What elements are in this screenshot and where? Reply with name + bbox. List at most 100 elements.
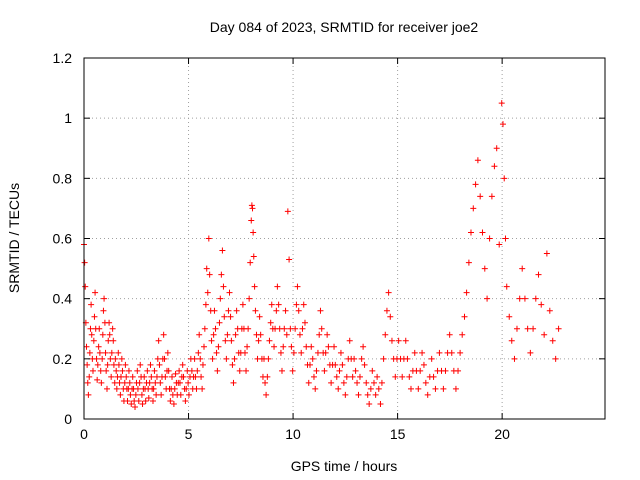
data-point: [116, 379, 123, 386]
data-point: [501, 175, 508, 182]
data-point: [395, 337, 402, 344]
x-tick-label: 10: [285, 426, 301, 442]
data-point: [117, 391, 124, 398]
x-axis-title: GPS time / hours: [291, 458, 398, 474]
grid-lines: [84, 58, 605, 419]
data-point: [94, 361, 101, 368]
data-point: [361, 361, 368, 368]
data-point: [532, 295, 539, 302]
data-point: [335, 385, 342, 392]
data-point: [465, 259, 472, 266]
y-tick-label: 0.6: [53, 231, 73, 247]
data-point: [206, 271, 213, 278]
data-point: [477, 193, 484, 200]
y-tick-label: 0: [64, 411, 72, 427]
data-point: [275, 301, 282, 308]
data-point: [158, 391, 165, 398]
data-point: [328, 379, 335, 386]
data-point: [296, 331, 303, 338]
data-point: [220, 283, 227, 290]
data-point: [202, 301, 209, 308]
data-point: [283, 331, 290, 338]
data-point: [530, 325, 537, 332]
data-point: [156, 361, 163, 368]
data-point: [472, 181, 479, 188]
data-point: [155, 337, 162, 344]
data-point: [194, 367, 201, 374]
data-point: [180, 373, 187, 380]
data-point: [513, 325, 520, 332]
data-point: [85, 391, 92, 398]
data-point: [419, 349, 426, 356]
data-point: [141, 373, 148, 380]
data-point: [217, 295, 224, 302]
data-point: [134, 385, 141, 392]
data-point: [157, 379, 164, 386]
data-point: [195, 349, 202, 356]
data-point: [479, 229, 486, 236]
data-point: [247, 259, 254, 266]
data-point: [89, 367, 96, 374]
data-point: [422, 379, 429, 386]
data-point: [298, 349, 305, 356]
data-point: [251, 283, 258, 290]
data-point: [88, 301, 95, 308]
data-point: [239, 301, 246, 308]
data-point: [446, 331, 453, 338]
data-point: [313, 367, 320, 374]
data-point: [176, 379, 183, 386]
data-point: [125, 367, 132, 374]
data-point: [372, 391, 379, 398]
data-point: [442, 367, 449, 374]
data-point: [82, 283, 89, 290]
data-point: [204, 289, 211, 296]
x-tick-label: 15: [390, 426, 406, 442]
data-point: [165, 367, 172, 374]
data-point: [196, 331, 203, 338]
axis-ticks: [83, 57, 605, 420]
data-point: [106, 331, 113, 338]
data-point: [461, 313, 468, 320]
data-point: [286, 256, 293, 263]
data-point: [388, 337, 395, 344]
data-point: [370, 379, 377, 386]
data-point: [546, 307, 553, 314]
y-tick-label: 0.8: [53, 170, 73, 186]
data-point: [474, 157, 481, 164]
data-point: [139, 400, 146, 407]
data-point: [110, 337, 117, 344]
data-point: [208, 337, 215, 344]
data-point: [88, 331, 95, 338]
data-point: [152, 379, 159, 386]
data-point: [106, 319, 113, 326]
y-axis-title: SRMTID / TECUs: [6, 183, 22, 293]
data-point: [127, 391, 134, 398]
data-point: [281, 325, 288, 332]
data-point: [87, 325, 94, 332]
data-point: [147, 361, 154, 368]
x-tick-label: 20: [494, 426, 510, 442]
data-point: [382, 331, 389, 338]
chart-title: Day 084 of 2023, SRMTID for receiver joe…: [210, 19, 479, 35]
data-point: [171, 385, 178, 392]
data-point: [387, 313, 394, 320]
data-point: [366, 400, 373, 407]
data-point: [228, 337, 235, 344]
data-point: [103, 385, 110, 392]
data-point: [199, 385, 206, 392]
data-point: [380, 355, 387, 362]
data-point: [541, 331, 548, 338]
data-point: [81, 259, 88, 266]
data-point: [136, 379, 143, 386]
data-point: [246, 295, 253, 302]
data-point: [185, 379, 192, 386]
data-point: [216, 319, 223, 326]
data-point: [316, 331, 323, 338]
data-point: [99, 355, 106, 362]
data-point: [358, 355, 365, 362]
data-point: [138, 391, 145, 398]
data-point: [151, 367, 158, 374]
data-point: [91, 313, 98, 320]
data-point: [367, 385, 374, 392]
